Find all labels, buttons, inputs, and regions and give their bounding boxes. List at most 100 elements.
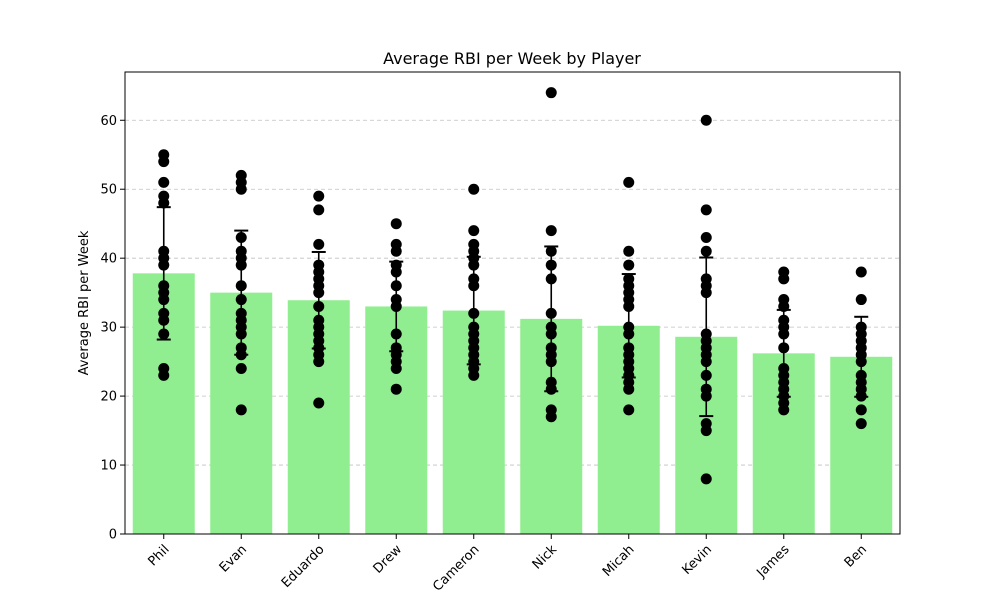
- x-tick-label: James: [754, 542, 793, 581]
- data-point: [545, 225, 557, 237]
- data-point: [623, 176, 635, 188]
- data-point: [700, 204, 712, 216]
- data-point: [235, 280, 247, 292]
- data-point: [545, 259, 557, 271]
- data-point: [855, 356, 867, 368]
- data-point: [545, 273, 557, 285]
- data-point: [700, 473, 712, 485]
- y-axis-label: Average RBI per Week: [77, 230, 92, 375]
- data-point: [313, 238, 325, 250]
- data-point: [390, 328, 402, 340]
- data-point: [700, 390, 712, 402]
- data-point: [700, 231, 712, 243]
- data-point: [468, 259, 480, 271]
- data-point: [778, 328, 790, 340]
- data-point: [855, 266, 867, 278]
- x-tick-label: Micah: [600, 542, 638, 580]
- data-point: [158, 259, 170, 271]
- x-tick-label: Drew: [371, 542, 406, 577]
- data-point: [313, 356, 325, 368]
- data-point: [235, 404, 247, 416]
- data-point: [545, 383, 557, 395]
- data-point: [235, 328, 247, 340]
- data-point: [235, 259, 247, 271]
- data-point: [778, 342, 790, 354]
- data-point: [855, 418, 867, 430]
- data-point: [313, 204, 325, 216]
- data-point: [468, 225, 480, 237]
- y-axis-ticks: 0 10 20 30 40 50 60: [100, 114, 125, 543]
- data-point: [700, 425, 712, 437]
- y-tick-label: 30: [100, 321, 117, 336]
- x-axis-ticks: Phil Evan Eduardo Drew Cameron Nick Micah Kevin…: [145, 534, 870, 595]
- data-point: [778, 273, 790, 285]
- data-point: [313, 300, 325, 312]
- x-tick-label: Evan: [217, 542, 250, 575]
- data-point: [623, 404, 635, 416]
- data-point: [468, 307, 480, 319]
- data-point: [390, 300, 402, 312]
- data-point: [778, 300, 790, 312]
- chart-title: Average RBI per Week by Player: [383, 49, 641, 68]
- data-point: [390, 218, 402, 230]
- x-tick-label: Eduardo: [279, 542, 328, 591]
- x-tick-label: Phil: [145, 542, 172, 569]
- data-point: [623, 245, 635, 257]
- data-point: [158, 156, 170, 168]
- data-point: [468, 280, 480, 292]
- data-point: [545, 87, 557, 99]
- data-point: [235, 231, 247, 243]
- data-point: [623, 328, 635, 340]
- data-point: [778, 404, 790, 416]
- data-point: [158, 294, 170, 306]
- data-point: [545, 307, 557, 319]
- x-tick-label: Ben: [842, 542, 870, 570]
- data-point: [623, 300, 635, 312]
- data-point: [700, 245, 712, 257]
- data-point: [313, 397, 325, 409]
- data-point: [313, 287, 325, 299]
- data-point: [700, 356, 712, 368]
- data-point: [545, 411, 557, 423]
- y-tick-label: 0: [109, 528, 117, 543]
- data-point: [545, 356, 557, 368]
- y-tick-label: 40: [100, 252, 117, 267]
- data-point: [235, 183, 247, 195]
- data-point: [545, 245, 557, 257]
- data-point: [855, 294, 867, 306]
- data-point: [700, 369, 712, 381]
- data-point: [158, 197, 170, 209]
- data-point: [855, 390, 867, 402]
- data-point: [390, 245, 402, 257]
- data-point: [700, 114, 712, 126]
- data-point: [468, 369, 480, 381]
- data-point: [390, 363, 402, 375]
- data-point: [390, 383, 402, 395]
- data-point: [158, 176, 170, 188]
- data-points: [158, 87, 867, 485]
- data-point: [468, 183, 480, 195]
- y-tick-label: 60: [100, 114, 117, 129]
- x-tick-label: Cameron: [430, 542, 482, 594]
- data-point: [235, 363, 247, 375]
- y-tick-label: 10: [100, 459, 117, 474]
- data-point: [235, 294, 247, 306]
- plot-frame: [124, 71, 901, 535]
- y-tick-label: 20: [100, 390, 117, 405]
- data-point: [855, 404, 867, 416]
- data-point: [235, 349, 247, 361]
- data-point: [158, 369, 170, 381]
- data-point: [158, 328, 170, 340]
- y-tick-label: 50: [100, 183, 117, 198]
- data-point: [158, 314, 170, 326]
- data-point: [623, 259, 635, 271]
- data-point: [623, 383, 635, 395]
- data-point: [390, 280, 402, 292]
- x-tick-label: Nick: [530, 542, 561, 573]
- data-point: [700, 287, 712, 299]
- data-point: [390, 266, 402, 278]
- x-tick-label: Kevin: [679, 542, 715, 578]
- data-point: [313, 190, 325, 202]
- data-point: [545, 328, 557, 340]
